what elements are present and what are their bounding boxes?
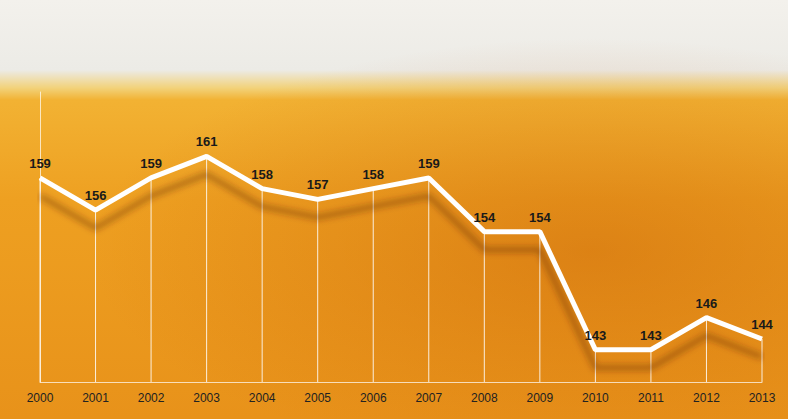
svg-text:2011: 2011: [638, 391, 664, 405]
svg-text:2010: 2010: [582, 391, 609, 405]
svg-text:156: 156: [85, 188, 107, 203]
svg-text:2013: 2013: [749, 391, 776, 405]
svg-text:159: 159: [418, 156, 440, 171]
svg-text:161: 161: [196, 134, 218, 149]
svg-text:144: 144: [751, 317, 773, 332]
svg-text:2007: 2007: [415, 391, 442, 405]
svg-text:154: 154: [473, 210, 495, 225]
svg-text:146: 146: [696, 296, 718, 311]
svg-text:2012: 2012: [693, 391, 720, 405]
svg-text:2005: 2005: [304, 391, 331, 405]
svg-text:2001: 2001: [82, 391, 109, 405]
svg-text:158: 158: [362, 167, 384, 182]
svg-text:2004: 2004: [249, 391, 276, 405]
svg-text:143: 143: [585, 328, 607, 343]
svg-text:159: 159: [29, 156, 51, 171]
svg-text:2009: 2009: [526, 391, 553, 405]
svg-text:158: 158: [251, 167, 273, 182]
svg-text:2002: 2002: [138, 391, 165, 405]
svg-text:154: 154: [529, 210, 551, 225]
svg-text:2003: 2003: [193, 391, 220, 405]
svg-text:159: 159: [140, 156, 162, 171]
svg-text:2000: 2000: [27, 391, 54, 405]
svg-text:2008: 2008: [471, 391, 498, 405]
svg-text:2006: 2006: [360, 391, 387, 405]
svg-text:143: 143: [640, 328, 662, 343]
svg-text:157: 157: [307, 177, 329, 192]
